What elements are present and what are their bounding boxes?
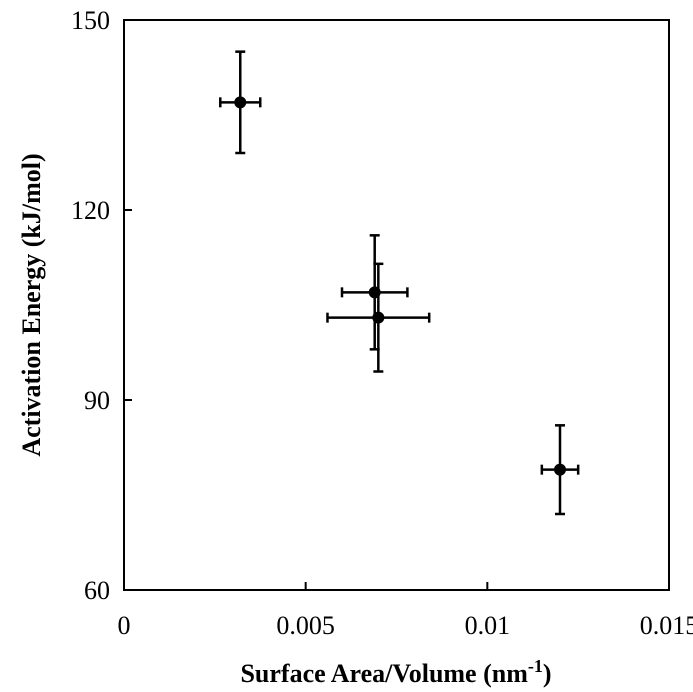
y-axis-ticks xyxy=(124,19,132,591)
x-axis-title: Surface Area/Volume (nm-1) xyxy=(240,656,551,688)
x-tick-label: 0.01 xyxy=(465,611,511,640)
y-axis-title: Activation Energy (kJ/mol) xyxy=(17,153,46,456)
data-point xyxy=(326,262,431,373)
x-axis-title-main: Surface Area/Volume (nm xyxy=(240,659,528,688)
point-marker xyxy=(372,311,385,324)
y-tick-label: 150 xyxy=(71,6,110,35)
y-axis-tick-labels: 60 90 120 150 xyxy=(71,6,110,605)
x-axis-title-end: ) xyxy=(543,659,552,688)
x-axis-tick-labels: 0 0.005 0.01 0.015 xyxy=(118,611,693,640)
y-tick-label: 90 xyxy=(84,386,110,415)
data-point xyxy=(219,50,262,155)
y-tick-label: 60 xyxy=(84,576,110,605)
point-marker xyxy=(554,463,566,476)
data-point xyxy=(540,424,580,516)
x-tick-label: 0.015 xyxy=(640,611,693,640)
x-axis-ticks xyxy=(123,582,670,590)
point-marker xyxy=(234,96,247,109)
x-axis-title-superscript: -1 xyxy=(528,656,543,676)
data-point xyxy=(340,234,409,351)
data-points xyxy=(219,50,580,516)
plot-frame xyxy=(123,19,670,591)
x-tick-label: 0 xyxy=(118,611,131,640)
x-tick-label: 0.005 xyxy=(276,611,335,640)
y-tick-label: 120 xyxy=(71,196,110,225)
